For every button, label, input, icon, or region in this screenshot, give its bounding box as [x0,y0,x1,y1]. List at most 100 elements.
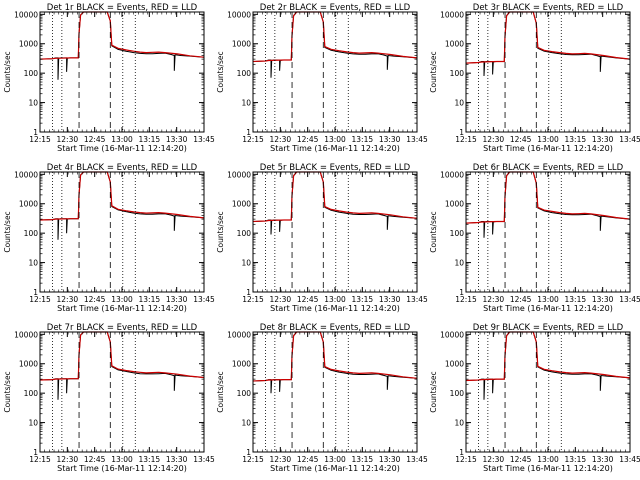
events-series-line [39,171,205,240]
y-axis-label: Counts/sec [3,51,12,92]
plot-frame [252,11,418,133]
detector-panel-9: Det 9r BLACK = Events, RED = LLD 1 10 100 10… [429,323,640,473]
y-axis-label: Counts/sec [429,371,438,412]
x-tick-label: 13:30 [592,455,614,464]
x-tick-label: 13:45 [619,295,640,304]
detector-panel-7: Det 7r BLACK = Events, RED = LLD 1 10 100 10… [3,323,215,473]
x-tick-label: 12:15 [29,295,51,304]
plot-frame [39,171,205,293]
x-tick-label: 13:15 [352,455,374,464]
plot-frame [39,331,205,453]
x-tick-label: 12:45 [297,135,319,144]
x-axis-label: Start Time (16-Mar-11 12:14:20) [270,144,400,153]
y-axis-label: Counts/sec [216,211,225,252]
x-tick-label: 12:30 [57,455,79,464]
x-tick-label: 12:30 [57,135,79,144]
x-axis-label: Start Time (16-Mar-11 12:14:20) [57,144,187,153]
y-tick-label: 100 [450,229,465,238]
x-tick-label: 12:15 [242,135,264,144]
x-tick-label: 12:45 [510,295,532,304]
y-tick-label: 10 [241,259,251,268]
x-tick-label: 13:30 [592,295,614,304]
y-tick-label: 1 [459,128,464,137]
y-tick-label: 10 [28,419,38,428]
panel-title: Det 3r BLACK = Events, RED = LLD [473,3,624,13]
x-tick-label: 12:45 [297,295,319,304]
x-axis-label: Start Time (16-Mar-11 12:14:20) [483,144,613,153]
x-tick-label: 13:30 [166,135,188,144]
y-tick-label: 10 [241,419,251,428]
y-tick-label: 1000 [19,40,38,49]
detector-panel-2: Det 2r BLACK = Events, RED = LLD 1 10 100 10… [216,3,428,153]
y-tick-label: 10 [454,419,464,428]
panel-title: Det 7r BLACK = Events, RED = LLD [47,323,198,333]
y-tick-label: 10000 [440,10,464,19]
x-tick-label: 13:45 [406,455,428,464]
y-tick-label: 1000 [445,360,464,369]
x-axis-label: Start Time (16-Mar-11 12:14:20) [270,304,400,313]
plot-frame [252,171,418,293]
x-tick-label: 13:00 [324,455,346,464]
x-tick-label: 12:45 [510,455,532,464]
x-tick-label: 13:15 [139,295,161,304]
y-tick-label: 1 [33,128,38,137]
y-tick-label: 1000 [445,40,464,49]
x-tick-label: 13:30 [166,455,188,464]
x-tick-label: 12:15 [29,135,51,144]
y-axis-label: Counts/sec [216,371,225,412]
y-tick-label: 10 [454,99,464,108]
x-tick-label: 12:45 [84,455,106,464]
y-tick-label: 1 [246,288,251,297]
x-tick-label: 13:00 [537,295,559,304]
lld-series-line [39,171,205,221]
x-tick-label: 13:45 [406,135,428,144]
x-axis-label: Start Time (16-Mar-11 12:14:20) [270,464,400,473]
x-tick-label: 12:45 [84,135,106,144]
x-tick-label: 12:45 [84,295,106,304]
y-tick-label: 1000 [445,200,464,209]
events-series-line [252,331,418,394]
y-tick-label: 10000 [227,330,251,339]
y-tick-label: 1000 [232,200,251,209]
x-axis-label: Start Time (16-Mar-11 12:14:20) [483,304,613,313]
y-tick-label: 1 [459,448,464,457]
y-tick-label: 1000 [19,360,38,369]
x-tick-label: 12:15 [455,455,477,464]
x-tick-label: 12:30 [483,295,505,304]
x-tick-label: 13:15 [139,135,161,144]
y-axis-label: Counts/sec [429,211,438,252]
events-series-line [39,331,205,400]
x-tick-label: 13:45 [619,135,640,144]
x-tick-label: 13:15 [352,295,374,304]
panel-title: Det 5r BLACK = Events, RED = LLD [260,163,411,173]
x-tick-label: 12:30 [483,135,505,144]
panel-title: Det 1r BLACK = Events, RED = LLD [47,3,198,13]
x-tick-label: 13:30 [379,455,401,464]
x-tick-label: 13:30 [379,295,401,304]
x-tick-label: 13:15 [352,135,374,144]
x-tick-label: 13:45 [193,295,215,304]
y-tick-label: 10000 [440,330,464,339]
x-tick-label: 13:00 [324,295,346,304]
x-tick-label: 12:45 [510,135,532,144]
x-tick-label: 13:00 [111,135,133,144]
y-tick-label: 1 [33,288,38,297]
y-tick-label: 100 [24,69,39,78]
x-axis-label: Start Time (16-Mar-11 12:14:20) [57,304,187,313]
events-series-line [465,11,631,77]
x-tick-label: 13:45 [193,135,215,144]
x-tick-label: 12:30 [270,135,292,144]
x-tick-label: 13:15 [565,295,587,304]
y-tick-label: 10 [454,259,464,268]
y-tick-label: 1 [246,128,251,137]
x-axis-label: Start Time (16-Mar-11 12:14:20) [57,464,187,473]
x-tick-label: 13:15 [565,135,587,144]
y-axis-label: Counts/sec [429,51,438,92]
panel-title: Det 9r BLACK = Events, RED = LLD [473,323,624,333]
x-tick-label: 12:15 [455,135,477,144]
x-tick-label: 13:15 [565,455,587,464]
y-tick-label: 1000 [232,40,251,49]
detector-panel-3: Det 3r BLACK = Events, RED = LLD 1 10 100 10… [429,3,640,153]
plot-frame [465,171,631,293]
